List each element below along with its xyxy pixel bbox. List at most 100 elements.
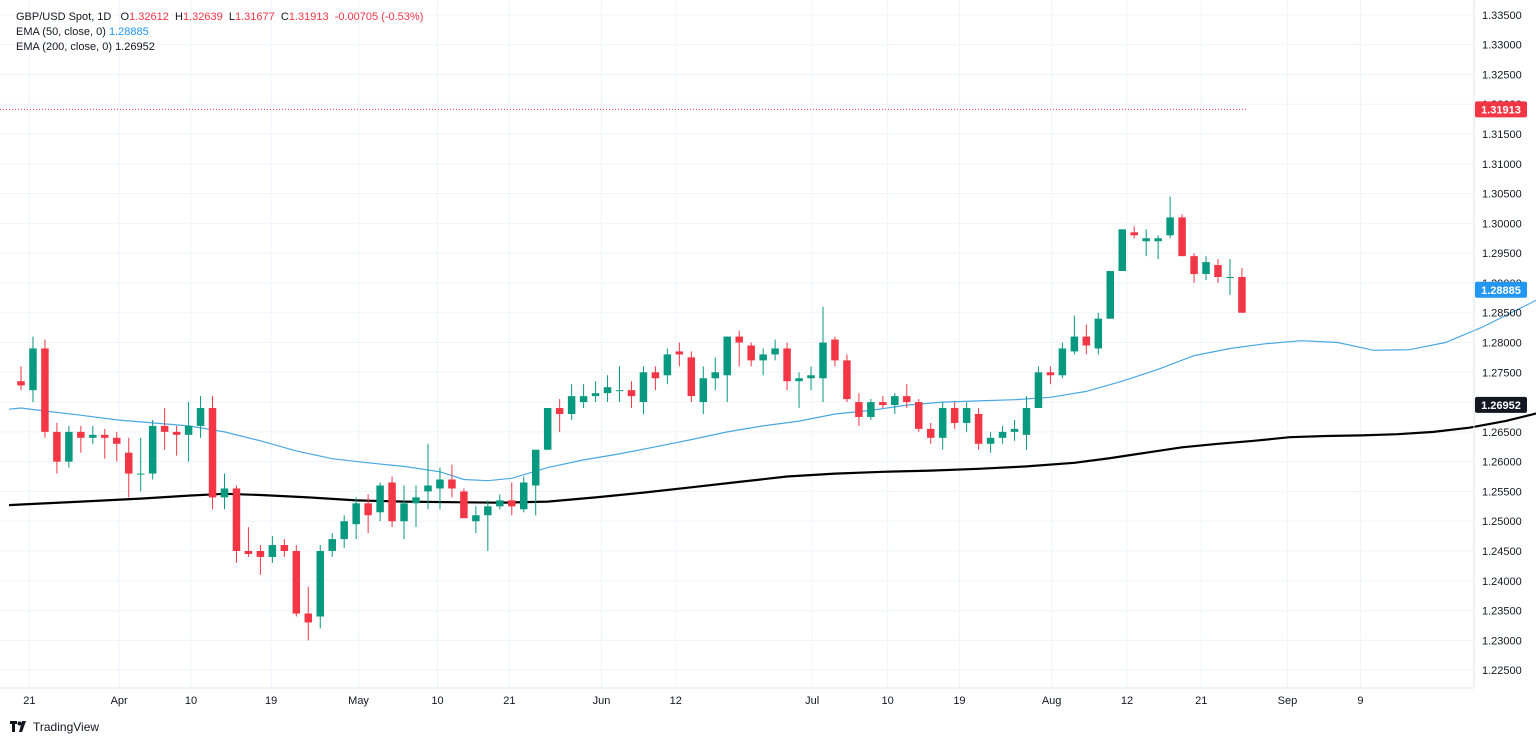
candle xyxy=(531,449,540,516)
time-tick-label: 9 xyxy=(1357,695,1363,707)
candle-body xyxy=(232,488,241,551)
candle-body xyxy=(484,506,492,516)
candle-body xyxy=(1202,262,1210,275)
candle xyxy=(591,381,600,403)
candle xyxy=(950,402,959,429)
candle-body xyxy=(1190,256,1198,275)
candle xyxy=(376,482,384,522)
candle-body xyxy=(1118,229,1126,272)
candle-body xyxy=(567,396,576,414)
candle xyxy=(17,366,25,391)
time-axis[interactable]: 21 Apr 10 19 May 10 21 Jun 12 Jul 10 19 Aug 12 21 Sep 9 xyxy=(0,687,1474,707)
price-label-bg xyxy=(1475,281,1527,298)
candle-body xyxy=(915,402,923,429)
time-tick-label: Apr xyxy=(111,695,128,707)
candle-body xyxy=(280,545,289,551)
ema50-row[interactable]: EMA (50, close, 0) 1.28885 xyxy=(16,25,423,40)
candle-body xyxy=(651,372,660,379)
candle-body xyxy=(879,402,887,406)
ema-200-line xyxy=(8,412,1536,507)
tradingview-logo-icon xyxy=(10,721,26,732)
low-value: 1.31677 xyxy=(234,11,275,23)
candle-body xyxy=(196,408,205,426)
candle-body xyxy=(903,396,911,403)
candle-body xyxy=(172,431,181,435)
candle xyxy=(555,399,564,432)
candle xyxy=(519,476,528,513)
candle-body xyxy=(950,408,959,423)
price-tick-label: 1.28000 xyxy=(1482,338,1522,350)
candle-body xyxy=(113,437,121,444)
candle-body xyxy=(101,434,109,438)
candle-body xyxy=(795,378,803,382)
candle xyxy=(77,425,85,453)
price-tick-label: 1.33000 xyxy=(1482,40,1522,52)
candle xyxy=(172,425,181,456)
candle-body xyxy=(1238,276,1246,313)
time-tick-label: Aug xyxy=(1042,695,1062,707)
candle xyxy=(148,419,157,480)
candle-body xyxy=(424,485,432,492)
candle xyxy=(388,476,396,528)
candle xyxy=(843,354,851,403)
time-tick-label: 19 xyxy=(953,695,965,707)
candle-body xyxy=(1214,265,1222,277)
candle xyxy=(160,408,169,450)
candle xyxy=(747,342,755,367)
candle xyxy=(424,443,432,510)
candle xyxy=(53,422,61,474)
candle xyxy=(1190,253,1198,283)
time-tick-label: Jul xyxy=(805,695,819,707)
candle-body xyxy=(1094,318,1103,349)
ema200-value: 1.26952 xyxy=(115,41,155,53)
price-tick-label: 1.25500 xyxy=(1482,486,1522,498)
price-label-tag: 1.28885 xyxy=(1475,281,1527,298)
candle-body xyxy=(603,387,612,394)
candle xyxy=(1142,229,1150,257)
tradingview-brand[interactable]: TradingView xyxy=(10,720,99,734)
change-value: -0.00705 (-0.53%) xyxy=(334,11,424,23)
candle xyxy=(484,500,492,551)
candle xyxy=(891,393,899,414)
candle xyxy=(1238,268,1246,313)
candle-body xyxy=(29,348,37,391)
candle xyxy=(412,485,420,528)
candle xyxy=(292,545,301,617)
candle-body xyxy=(891,396,899,406)
candle-body xyxy=(807,375,815,379)
candle-body xyxy=(759,354,767,361)
candle xyxy=(723,336,731,403)
candle-body xyxy=(256,550,265,557)
candle-body xyxy=(388,482,396,522)
candle xyxy=(687,351,696,403)
candle-body xyxy=(268,545,277,557)
time-tick-label: May xyxy=(348,695,369,707)
candle xyxy=(208,396,217,510)
candle xyxy=(508,482,516,516)
candle xyxy=(819,306,827,403)
candle xyxy=(807,366,815,391)
time-tick-label: 19 xyxy=(265,695,277,707)
candle-body xyxy=(1010,428,1019,432)
symbol-label[interactable]: GBP/USD Spot, 1D xyxy=(16,11,112,23)
candle-body xyxy=(53,431,61,462)
candle xyxy=(89,425,97,444)
candle xyxy=(962,402,971,432)
candle xyxy=(352,497,360,540)
ema50-label: EMA (50, close, 0) xyxy=(16,26,106,38)
candle-body xyxy=(819,342,827,379)
ema200-row[interactable]: EMA (200, close, 0) 1.26952 xyxy=(16,40,423,55)
candle xyxy=(926,422,935,444)
candle-body xyxy=(1226,276,1234,278)
candle-body xyxy=(436,479,444,489)
candle-body xyxy=(783,348,791,382)
candle-body xyxy=(340,521,348,540)
candle xyxy=(41,339,49,438)
candle xyxy=(879,396,887,409)
candle-body xyxy=(400,503,408,522)
close-value: 1.31913 xyxy=(288,11,329,23)
candle-body xyxy=(65,431,73,462)
price-axis[interactable]: 1.22500 1.23000 1.23500 1.24000 1.24500 1.250… xyxy=(1473,0,1527,688)
candle xyxy=(627,381,636,409)
